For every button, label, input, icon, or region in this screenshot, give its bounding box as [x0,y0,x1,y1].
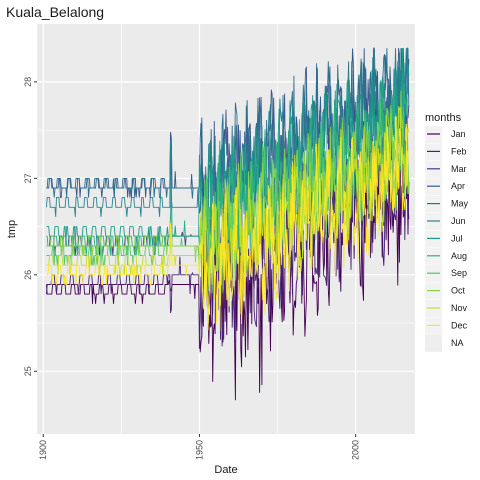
y-axis: 25 26 27 28 [23,77,37,376]
legend-label: Apr [451,181,465,191]
legend-label: Feb [451,146,467,156]
legend-label: NA [451,338,464,348]
chart-title: Kuala_Belalong [6,4,104,20]
legend-key-na [425,334,442,352]
x-axis-title: Date [214,464,237,476]
x-tick-label: 2000 [351,440,361,460]
legend: months Jan Feb Mar Apr May Jun Jul Aug Sep Oct Nov… [425,112,469,352]
legend-label: Sep [451,268,467,278]
x-tick-label: 1950 [194,440,204,460]
legend-label: Oct [451,286,466,296]
legend-label: Dec [451,320,468,330]
plot-panel [37,24,415,434]
series-lines [45,47,410,401]
y-tick-label: 25 [23,366,33,376]
legend-label: Jun [451,216,466,226]
legend-label: May [451,199,469,209]
legend-label: Aug [451,251,467,261]
x-axis: 1900 1950 2000 [38,434,361,460]
series-line-may [46,47,410,241]
legend-label: Jul [451,233,463,243]
legend-title: months [425,112,462,124]
y-tick-label: 27 [23,173,33,183]
y-axis-title: tmp [6,220,18,238]
series-line-dec [46,116,410,332]
legend-label: Nov [451,303,468,313]
y-tick-label: 28 [23,77,33,87]
legend-label: Mar [451,164,467,174]
x-tick-label: 1900 [38,440,48,460]
legend-label: Jan [451,129,466,139]
y-tick-label: 26 [23,270,33,280]
